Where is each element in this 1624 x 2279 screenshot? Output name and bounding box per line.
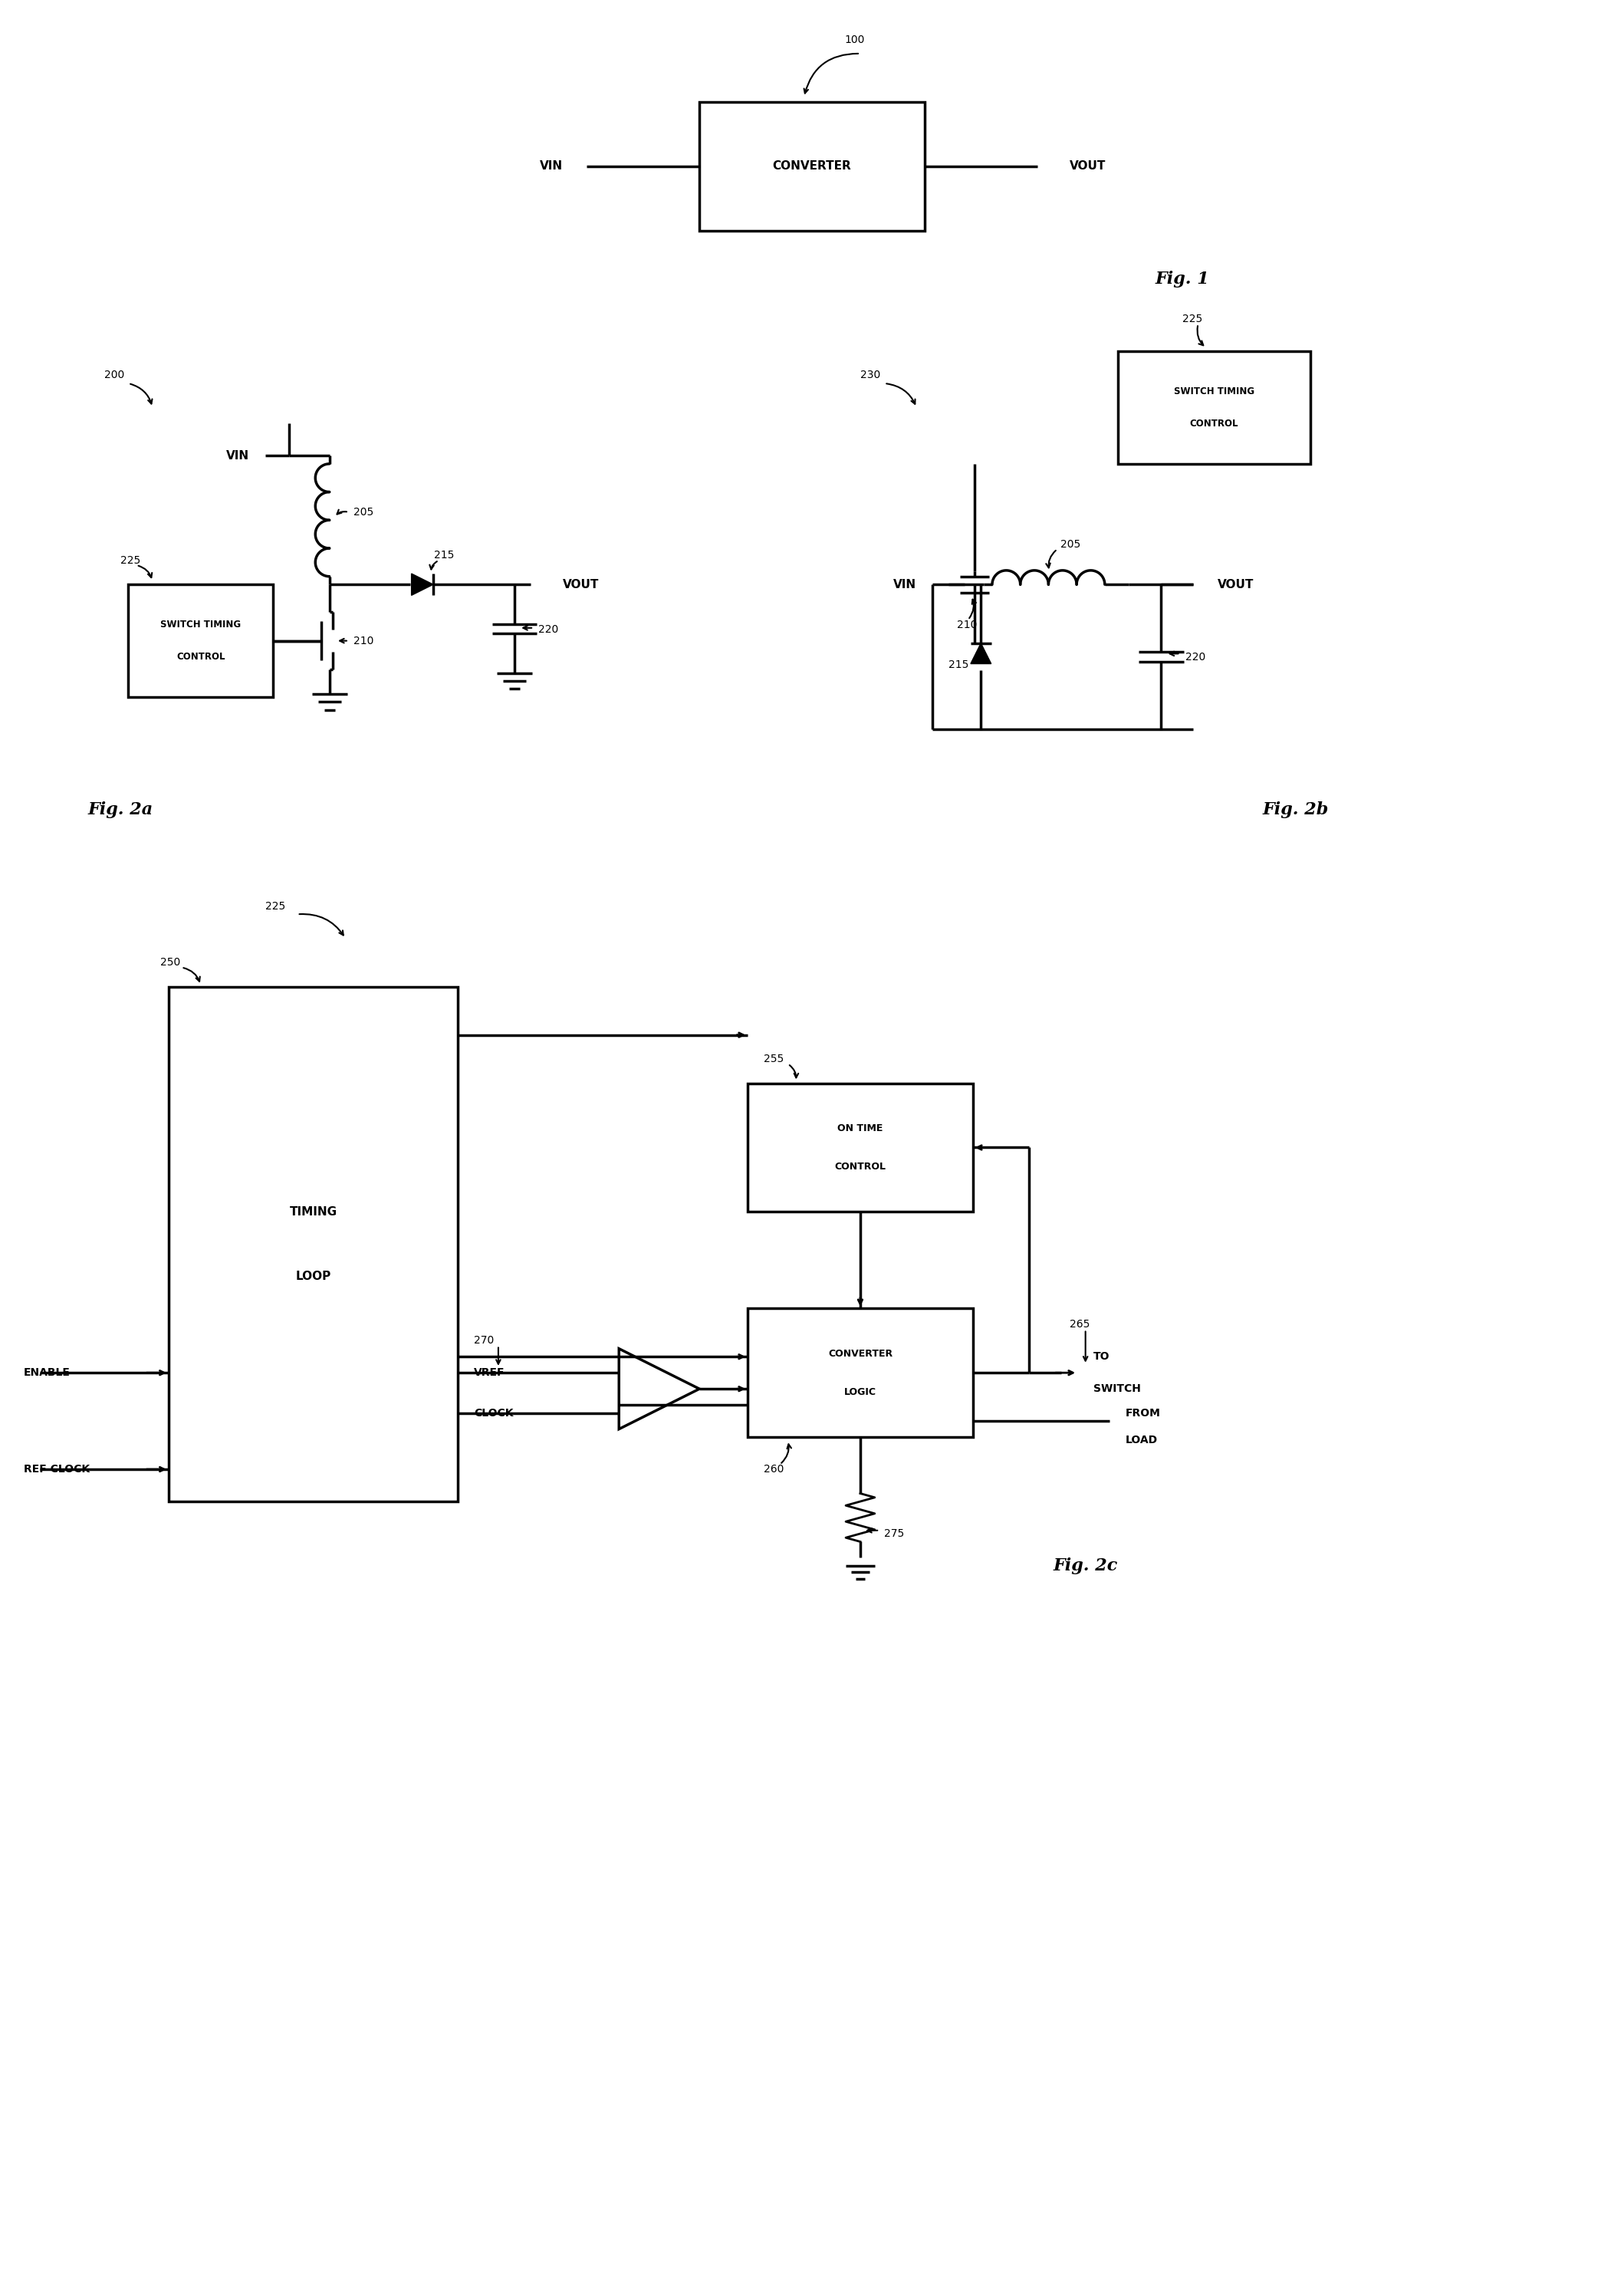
Text: 200: 200 [104,369,125,381]
Text: 255: 255 [763,1053,784,1064]
Text: ENABLE: ENABLE [24,1367,70,1379]
Text: SWITCH TIMING: SWITCH TIMING [1174,387,1254,397]
Text: CONTROL: CONTROL [177,652,226,661]
Polygon shape [971,643,991,663]
Text: FROM: FROM [1125,1408,1161,1418]
Text: VOUT: VOUT [1218,579,1254,590]
Text: ON TIME: ON TIME [838,1124,883,1133]
Text: TIMING: TIMING [289,1206,338,1217]
Text: SWITCH TIMING: SWITCH TIMING [161,620,240,629]
Text: 260: 260 [763,1463,784,1475]
Text: REF CLOCK: REF CLOCK [24,1463,89,1475]
Text: VREF: VREF [474,1367,505,1379]
FancyBboxPatch shape [169,987,458,1502]
Text: 250: 250 [161,957,180,969]
FancyBboxPatch shape [128,583,273,697]
Text: CONTROL: CONTROL [1190,419,1239,428]
Text: LOGIC: LOGIC [844,1388,877,1397]
Text: 220: 220 [539,624,559,636]
Text: VOUT: VOUT [1069,160,1106,171]
Text: Fig. 1: Fig. 1 [1155,271,1210,287]
Text: 215: 215 [434,549,455,561]
Text: VIN: VIN [893,579,916,590]
Text: 210: 210 [354,636,374,647]
Text: 220: 220 [1186,652,1205,663]
Text: 100: 100 [844,34,864,46]
Text: 205: 205 [1060,538,1080,549]
Text: VIN: VIN [539,160,562,171]
Text: CONTROL: CONTROL [835,1162,887,1171]
Text: 215: 215 [948,659,970,670]
Text: 225: 225 [120,556,140,565]
Text: 225: 225 [1182,315,1202,324]
FancyBboxPatch shape [700,103,924,230]
Text: LOAD: LOAD [1125,1436,1158,1445]
Text: 270: 270 [474,1335,494,1347]
Text: LOOP: LOOP [296,1269,331,1283]
FancyBboxPatch shape [747,1308,973,1438]
Text: Fig. 2c: Fig. 2c [1054,1557,1117,1575]
Text: 275: 275 [885,1529,905,1538]
Text: 210: 210 [957,620,978,629]
Text: 225: 225 [265,900,286,912]
Text: CONVERTER: CONVERTER [773,160,851,171]
FancyBboxPatch shape [747,1083,973,1212]
Text: Fig. 2a: Fig. 2a [88,802,153,818]
FancyBboxPatch shape [1117,351,1311,465]
Text: VOUT: VOUT [562,579,599,590]
Text: TO: TO [1093,1351,1109,1363]
Text: 230: 230 [861,369,880,381]
Text: Fig. 2b: Fig. 2b [1262,802,1328,818]
Text: SWITCH: SWITCH [1093,1383,1142,1395]
Text: CLOCK: CLOCK [474,1408,513,1418]
Text: 205: 205 [354,506,374,517]
Text: CONVERTER: CONVERTER [828,1349,893,1358]
Text: 265: 265 [1069,1320,1090,1331]
Text: VIN: VIN [226,449,248,463]
Polygon shape [411,574,434,595]
